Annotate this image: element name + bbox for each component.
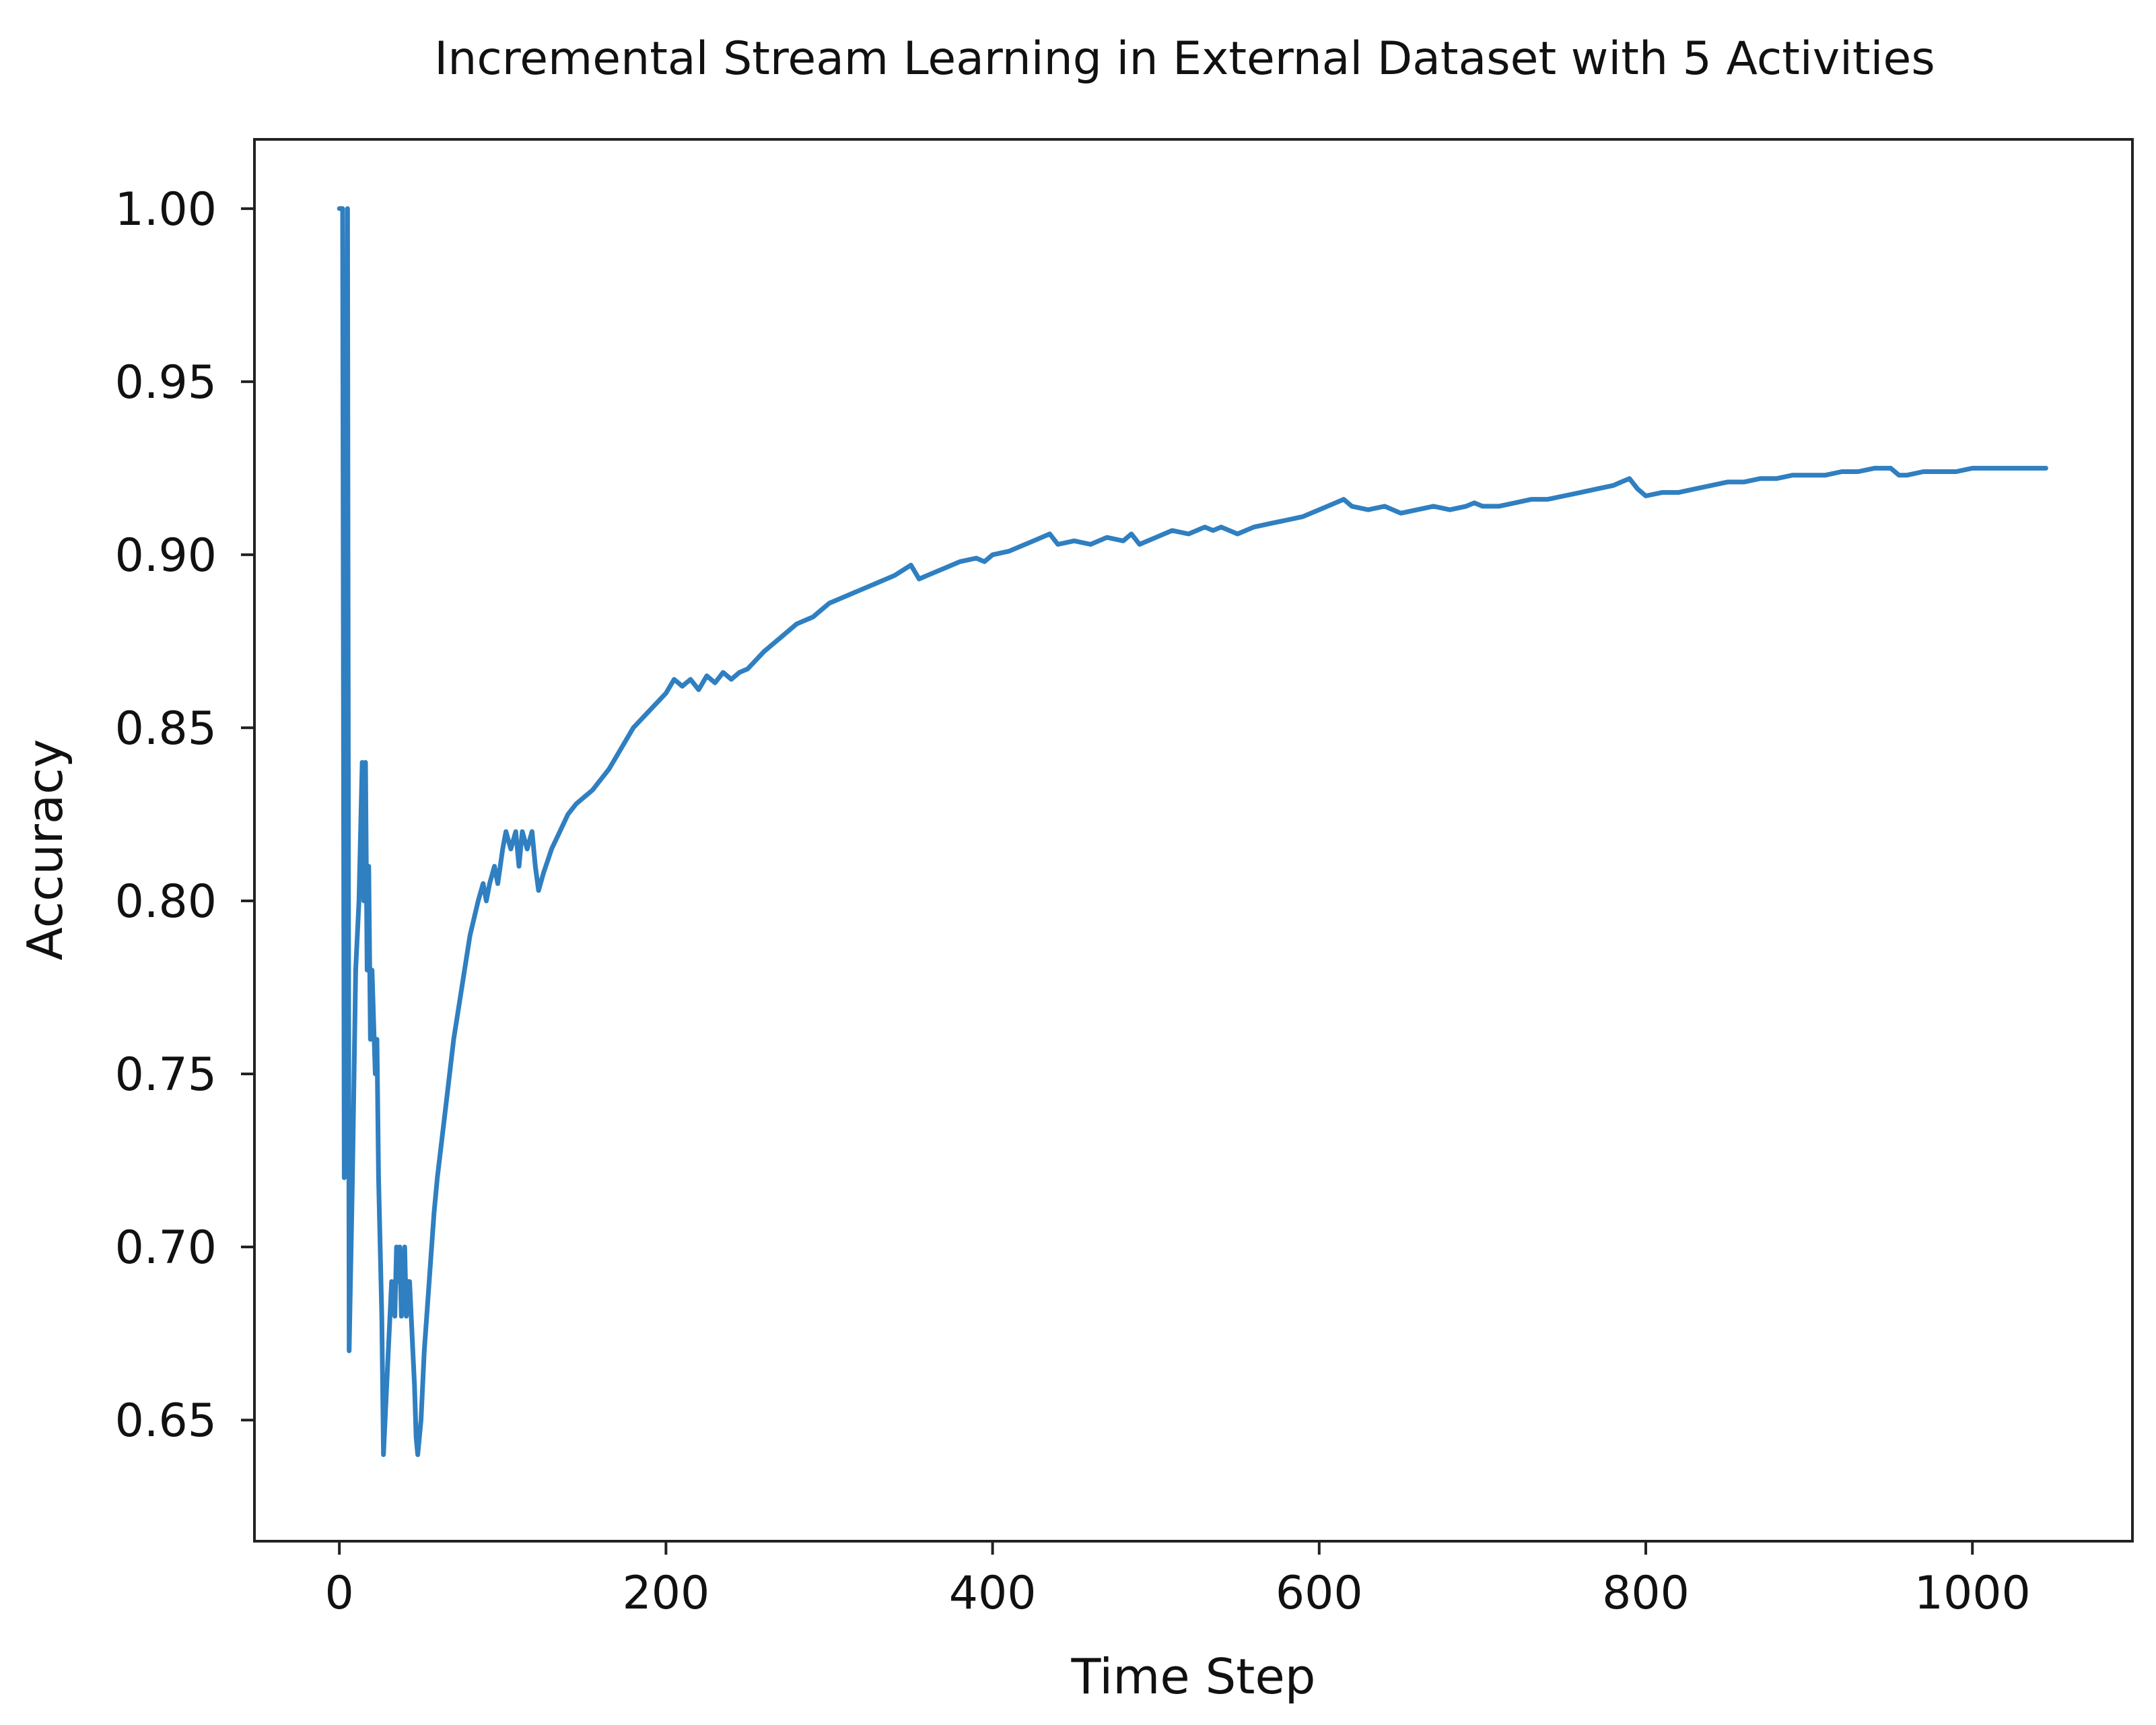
y-tick-label: 0.65 [115,1394,217,1448]
chart-title: Incremental Stream Learning in External … [434,32,1935,86]
y-axis-label: Accuracy [17,739,73,961]
x-tick-label: 0 [325,1567,354,1620]
y-tick-label: 1.00 [115,183,217,236]
x-axis-label: Time Step [1070,1648,1315,1705]
y-tick-label: 0.95 [115,356,217,409]
x-tick-label: 1000 [1914,1567,2031,1620]
accuracy-series-line [337,206,2048,1457]
plot-area: 0 200 400 600 800 1000 0.650.700.750.800.850.… [115,138,2134,1620]
x-tick-label: 400 [949,1567,1037,1620]
y-tick-label: 0.90 [115,529,217,582]
x-tick-label: 600 [1276,1567,1363,1620]
y-tick-label: 0.85 [115,702,217,755]
y-tick-label: 0.70 [115,1221,217,1275]
plot-frame [253,138,2134,1543]
x-tick-label: 200 [622,1567,709,1620]
x-tick-label: 800 [1602,1567,1690,1620]
y-tick-label: 0.75 [115,1048,217,1102]
y-tick-label: 0.80 [115,875,217,928]
x-axis: 0 200 400 600 800 1000 [325,1541,2031,1620]
y-axis: 0.65 0.70 0.75 0.80 0.85 0.90 0.95 1.00 [115,183,254,1448]
